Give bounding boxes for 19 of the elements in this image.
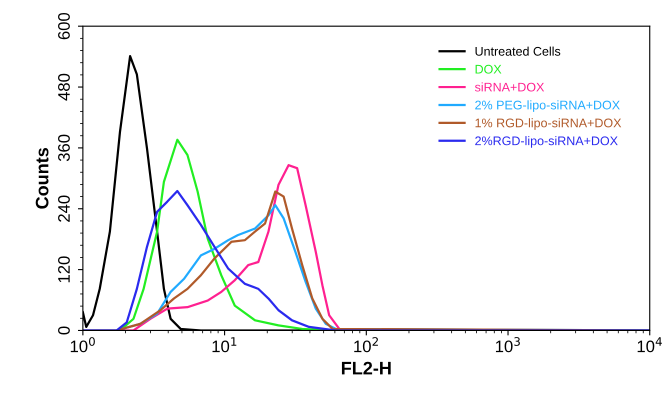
- legend-label: siRNA+DOX: [474, 82, 544, 92]
- legend-label: 2%RGD-lipo-siRNA+DOX: [475, 136, 618, 148]
- x-tick-label: 10$^{2}$: [354, 337, 378, 352]
- x-tick-label: 10$^{4}$: [638, 337, 662, 352]
- legend-label: DOX: [476, 64, 502, 74]
- x-tick-label: 10$^{1}$: [212, 337, 236, 352]
- legend-label: 1% RGD-lipo-siRNA+DOX: [476, 118, 622, 130]
- y-tick-label: 120: [58, 256, 70, 282]
- y-tick-label: 0: [58, 326, 70, 334]
- y-tick-label: 480: [58, 74, 70, 101]
- y-tick-label: 240: [58, 196, 70, 222]
- x-axis-title: FL2-H: [342, 362, 391, 374]
- y-tick-label: 360: [58, 134, 70, 162]
- x-tick-label: 10$^{0}$: [70, 337, 95, 352]
- legend-label: Untreated Cells: [476, 46, 560, 56]
- y-tick-label: 600: [58, 12, 70, 40]
- y-axis-title: Counts: [36, 148, 48, 209]
- x-tick-label: 10$^{3}$: [496, 337, 520, 352]
- legend-label: 2% PEG-lipo-siRNA+DOX: [475, 100, 620, 112]
